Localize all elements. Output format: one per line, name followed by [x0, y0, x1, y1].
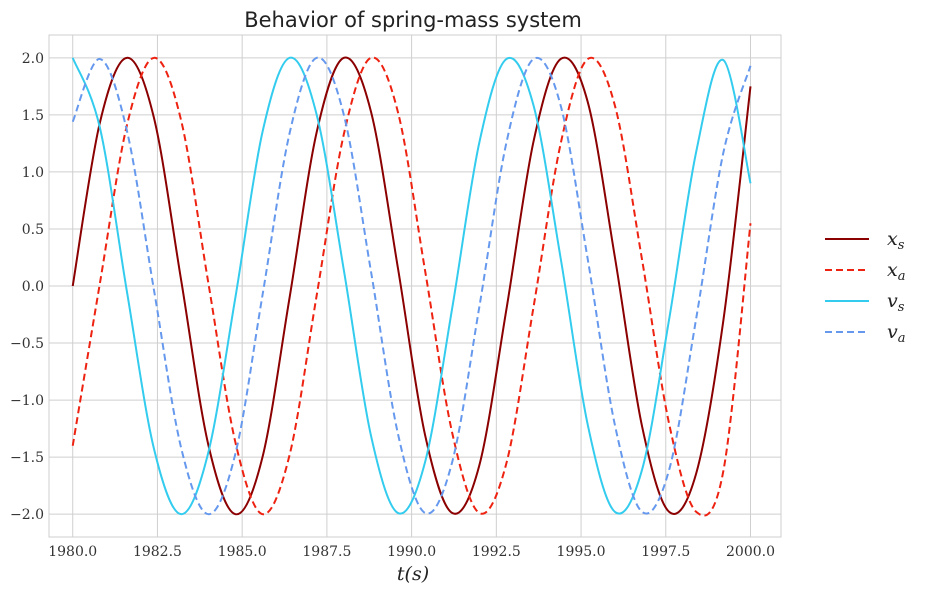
x-tick-label: 1995.0: [557, 544, 606, 560]
x-tick-label: 2000.0: [726, 544, 775, 560]
y-tick-label: 2.0: [22, 51, 44, 67]
y-tick-label: 0.5: [22, 222, 44, 238]
series-line-v-s: [71, 56, 752, 516]
series-line-x-a: [71, 56, 752, 517]
x-tick-label: 1990.0: [387, 544, 436, 560]
x-tick-label: 1987.5: [302, 544, 351, 560]
x-tick-label: 1985.0: [218, 544, 267, 560]
plot-frame: [48, 34, 782, 538]
x-tick-label: 1982.5: [133, 544, 182, 560]
y-tick-labels: 2.0 1.5 1.0 0.5 0.0 −0.5 −1.0 −1.5 −2.0: [10, 51, 44, 523]
x-tick-label: 1980.0: [48, 544, 97, 560]
x-tick-label: 1992.5: [472, 544, 521, 560]
y-tick-label: −0.5: [10, 336, 44, 352]
legend-label: xa: [887, 259, 905, 284]
series-line-v-a: [71, 56, 752, 516]
legend-label: xs: [887, 228, 905, 253]
legend: xs xa vs va: [825, 228, 906, 346]
y-tick-label: 0.0: [22, 279, 44, 295]
grid: [49, 35, 781, 537]
y-tick-label: 1.0: [22, 165, 44, 181]
x-tick-labels: 1980.0 1982.5 1985.0 1987.5 1990.0 1992.5 1995…: [48, 544, 775, 560]
series-layer: [71, 56, 752, 517]
x-tick-label: 1997.5: [641, 544, 690, 560]
y-tick-label: −1.0: [10, 393, 44, 409]
x-axis-label: t(s): [397, 563, 429, 585]
y-tick-label: 1.5: [22, 108, 44, 124]
legend-label: vs: [887, 290, 905, 315]
y-tick-label: −1.5: [10, 450, 44, 466]
y-tick-label: −2.0: [10, 507, 44, 523]
legend-label: va: [887, 321, 906, 346]
series-line-x-s: [71, 56, 752, 516]
chart-title: Behavior of spring-mass system: [244, 8, 582, 32]
